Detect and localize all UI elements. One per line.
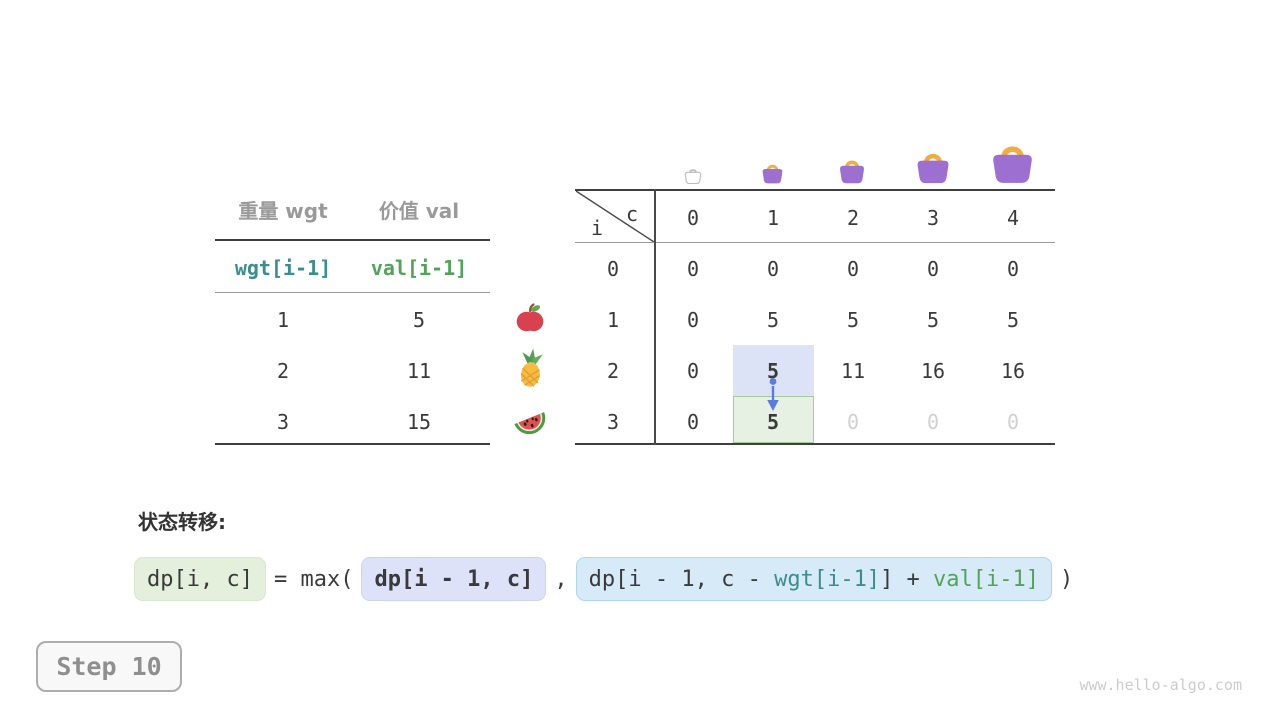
dp-cell: 0 — [686, 359, 700, 383]
bag-capacity-0-icon — [684, 169, 702, 184]
items-table-value-header: 价值 val — [378, 199, 460, 223]
dp-col-header: 2 — [846, 206, 860, 230]
formula-separator: , — [554, 566, 568, 592]
dp-cell-pending: 0 — [1006, 410, 1020, 434]
item-value: 11 — [406, 359, 432, 383]
items-table-val-subheader: val[i-1] — [370, 256, 468, 280]
dp-row-header: 0 — [606, 257, 620, 281]
watermelon-icon — [514, 412, 546, 435]
dp-cell: 5 — [926, 308, 940, 332]
bag-capacity-3-icon — [917, 153, 949, 184]
dp-cell: 5 — [846, 308, 860, 332]
formula-operator: = max( — [273, 566, 354, 592]
apple-icon — [516, 303, 544, 332]
dp-cell: 0 — [766, 257, 780, 281]
dp-cell: 0 — [686, 308, 700, 332]
dp-target-cell-highlight — [733, 396, 814, 443]
dp-cell: 5 — [1006, 308, 1020, 332]
dp-table-header-rule — [575, 242, 1055, 243]
dp-cell-pending: 0 — [846, 410, 860, 434]
dp-source-cell: 5 — [766, 359, 780, 383]
dp-cell: 16 — [1000, 359, 1026, 383]
formula-arg2-term: dp[i - 1, c - wgt[i-1]] + val[i-1] — [575, 557, 1053, 601]
formula-arg1-term: dp[i - 1, c] — [361, 557, 547, 601]
dp-row-header: 1 — [606, 308, 620, 332]
dp-cell: 0 — [1006, 257, 1020, 281]
items-table-header-rule — [215, 239, 490, 241]
item-weight: 2 — [276, 359, 290, 383]
items-table-bottom-rule — [215, 443, 490, 445]
dp-cell: 0 — [686, 410, 700, 434]
item-weight: 3 — [276, 410, 290, 434]
state-transition-formula: dp[i, c] = max( dp[i - 1, c] , dp[i - 1,… — [134, 557, 1073, 601]
dp-cell: 5 — [766, 308, 780, 332]
step-badge: Step 10 — [36, 641, 182, 692]
dp-cell: 0 — [846, 257, 860, 281]
watermark: www.hello-algo.com — [1079, 676, 1242, 694]
dp-cell: 16 — [920, 359, 946, 383]
dp-col-header: 4 — [1006, 206, 1020, 230]
formula-arg2-mid: ] + — [880, 566, 934, 592]
dp-col-header: 3 — [926, 206, 940, 230]
items-table-subheader-rule — [215, 292, 490, 293]
items-table-wgt-subheader: wgt[i-1] — [234, 256, 332, 280]
formula-arg2-val: val[i-1] — [933, 566, 1040, 592]
dp-table-vertical-rule — [654, 189, 656, 445]
transition-arrow-icon — [767, 378, 779, 411]
dp-table-bottom-rule — [575, 443, 1055, 445]
formula-arg2-wgt: wgt[i-1] — [774, 566, 881, 592]
dp-row-header: 3 — [606, 410, 620, 434]
dp-cell: 0 — [686, 257, 700, 281]
items-table-weight-header: 重量 wgt — [238, 199, 328, 223]
bag-capacity-2-icon — [840, 160, 864, 184]
formula-closing-paren: ) — [1060, 566, 1074, 592]
dp-row-header: 2 — [606, 359, 620, 383]
formula-result-term: dp[i, c] — [134, 557, 266, 601]
dp-corner-row-label: i — [590, 216, 604, 240]
dp-target-cell: 5 — [766, 410, 780, 434]
item-value: 5 — [412, 308, 426, 332]
dp-col-header: 1 — [766, 206, 780, 230]
dp-corner-diagonal — [576, 191, 654, 242]
formula-arg2-prefix: dp[i - 1, c - — [588, 566, 775, 592]
dp-col-header: 0 — [686, 206, 700, 230]
dp-table-top-rule — [575, 189, 1055, 191]
bag-capacity-4-icon — [993, 146, 1032, 183]
item-value: 15 — [406, 410, 432, 434]
state-transition-heading: 状态转移: — [138, 510, 226, 534]
dp-corner-col-label: c — [625, 202, 639, 226]
dp-cell: 0 — [926, 257, 940, 281]
pineapple-icon — [520, 348, 543, 387]
dp-cell: 11 — [840, 359, 866, 383]
dp-cell-pending: 0 — [926, 410, 940, 434]
bag-capacity-1-icon — [762, 164, 783, 184]
item-weight: 1 — [276, 308, 290, 332]
